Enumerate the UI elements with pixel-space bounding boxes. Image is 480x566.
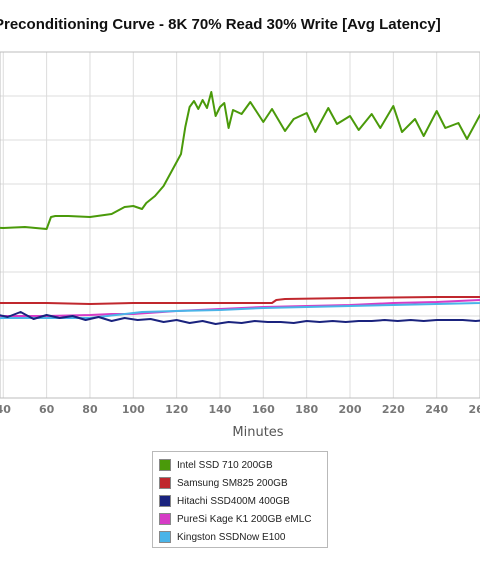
chart-title: Preconditioning Curve - 8K 70% Read 30% … <box>0 16 441 33</box>
x-tick-label: 260 <box>469 403 480 416</box>
legend-swatch <box>159 477 171 489</box>
legend-swatch <box>159 513 171 525</box>
x-tick-labels: 40 60 80 100 120 140 160 180 200 220 240 260 <box>0 403 480 416</box>
x-tick-label: 220 <box>382 403 405 416</box>
series-lines <box>0 91 480 325</box>
gridlines <box>0 51 480 398</box>
legend-swatch <box>159 459 171 471</box>
x-tick-label: 140 <box>208 403 231 416</box>
series-line-2 <box>0 311 480 325</box>
x-tick-label: 200 <box>339 403 362 416</box>
x-tick-label: 120 <box>165 403 188 416</box>
legend-label: Hitachi SSD400M 400GB <box>177 495 290 507</box>
x-tick-label: 240 <box>425 403 448 416</box>
legend-label: PureSi Kage K1 200GB eMLC <box>177 513 312 525</box>
legend-item: Hitachi SSD400M 400GB <box>159 492 327 510</box>
legend-label: Intel SSD 710 200GB <box>177 459 273 471</box>
legend-swatch <box>159 531 171 543</box>
legend-swatch <box>159 495 171 507</box>
legend: Intel SSD 710 200GB Samsung SM825 200GB Hi… <box>152 451 328 548</box>
x-axis-label: Minutes <box>232 425 283 440</box>
legend-label: Samsung SM825 200GB <box>177 477 288 489</box>
x-tick-label: 80 <box>82 403 98 416</box>
legend-label: Kingston SSDNow E100 <box>177 531 286 543</box>
series-line-0 <box>0 91 480 230</box>
x-tick-label: 60 <box>39 403 55 416</box>
legend-item: Kingston SSDNow E100 <box>159 528 327 546</box>
series-line-1 <box>0 295 480 305</box>
legend-item: Intel SSD 710 200GB <box>159 456 327 474</box>
plot-frame <box>0 51 480 399</box>
x-tick-label: 40 <box>0 403 11 416</box>
legend-item: Samsung SM825 200GB <box>159 474 327 492</box>
x-tick-label: 180 <box>295 403 318 416</box>
x-tick-label: 160 <box>252 403 275 416</box>
legend-item: PureSi Kage K1 200GB eMLC <box>159 510 327 528</box>
x-tick-label: 100 <box>122 403 145 416</box>
